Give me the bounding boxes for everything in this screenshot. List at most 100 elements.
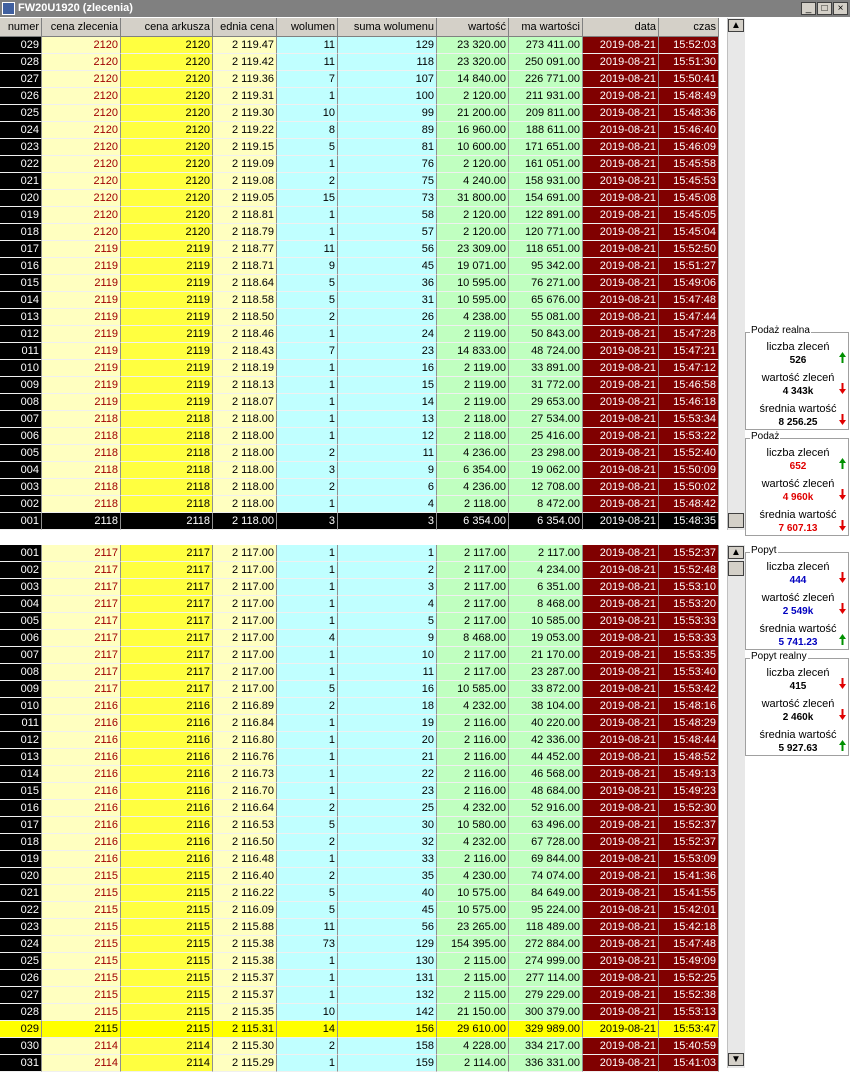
bottom-scrollbar[interactable] [727, 545, 745, 1068]
table-cell: 11 [338, 664, 437, 681]
table-cell: 50 843.00 [509, 326, 583, 343]
table-cell: 76 [338, 156, 437, 173]
maximize-button[interactable]: □ [817, 2, 832, 15]
table-cell: 2019-08-21 [583, 613, 659, 630]
table-cell: 2 117.00 [437, 647, 509, 664]
table-cell: 2019-08-21 [583, 834, 659, 851]
table-cell: 14 [338, 394, 437, 411]
table-cell: 2 117.00 [213, 681, 277, 698]
scroll-down[interactable]: ▼ [728, 1053, 744, 1066]
table-cell: 6 354.00 [509, 513, 583, 530]
table-cell: 76 271.00 [509, 275, 583, 292]
table-cell: 2019-08-21 [583, 207, 659, 224]
table-cell: 030 [0, 1038, 42, 1055]
stat-value: 8 256.25 [778, 417, 818, 428]
table-cell: 1 [277, 647, 338, 664]
table-cell: 15:49:06 [659, 275, 719, 292]
table-cell: 4 236.00 [437, 479, 509, 496]
table-cell: 15:42:18 [659, 919, 719, 936]
column-header: wolumen [277, 18, 338, 37]
table-cell: 15:53:13 [659, 1004, 719, 1021]
table-cell: 2 117.00 [213, 647, 277, 664]
table-cell: 4 [338, 496, 437, 513]
table-cell: 2119 [42, 394, 121, 411]
table-cell: 2119 [42, 292, 121, 309]
table-cell: 2 116.00 [437, 715, 509, 732]
summary-panel: Podaż realna liczba zleceń 526 wartość zlec… [745, 325, 849, 430]
table-cell: 1 [277, 596, 338, 613]
table-cell: 2019-08-21 [583, 224, 659, 241]
table-cell: 15:41:55 [659, 885, 719, 902]
table-cell: 2 116.80 [213, 732, 277, 749]
table-cell: 15:53:47 [659, 1021, 719, 1038]
table-cell: 15:50:41 [659, 71, 719, 88]
table-cell: 38 104.00 [509, 698, 583, 715]
table-cell: 277 114.00 [509, 970, 583, 987]
table-cell: 15:48:36 [659, 105, 719, 122]
scroll-up[interactable]: ▲ [728, 19, 744, 32]
column-header: numer [0, 18, 42, 37]
table-cell: 36 [338, 275, 437, 292]
table-cell: 274 999.00 [509, 953, 583, 970]
table-cell: 2115 [42, 987, 121, 1004]
table-cell: 21 200.00 [437, 105, 509, 122]
table-cell: 008 [0, 664, 42, 681]
table-cell: 154 691.00 [509, 190, 583, 207]
table-cell: 15:48:42 [659, 496, 719, 513]
table-cell: 2119 [121, 377, 213, 394]
trend-arrow [838, 457, 847, 470]
table-cell: 20 [338, 732, 437, 749]
stat-value: 526 [789, 355, 807, 366]
table-cell: 2 [277, 868, 338, 885]
table-cell: 2 119.00 [437, 394, 509, 411]
table-cell: 15 [277, 190, 338, 207]
table-cell: 2117 [121, 613, 213, 630]
table-cell: 2 117.00 [437, 562, 509, 579]
table-cell: 84 649.00 [509, 885, 583, 902]
table-cell: 014 [0, 292, 42, 309]
table-cell: 2115 [121, 987, 213, 1004]
table-cell: 2119 [42, 309, 121, 326]
table-cell: 7 [277, 71, 338, 88]
table-cell: 2 118.00 [213, 428, 277, 445]
table-cell: 32 [338, 834, 437, 851]
table-cell: 2 116.00 [437, 851, 509, 868]
table-cell: 2019-08-21 [583, 545, 659, 562]
table-cell: 2115 [121, 885, 213, 902]
table-cell: 2115 [121, 936, 213, 953]
top-scrollbar[interactable] [727, 18, 745, 530]
table-cell: 15:49:13 [659, 766, 719, 783]
table-cell: 2118 [42, 445, 121, 462]
table-cell: 2116 [42, 834, 121, 851]
minimize-button[interactable]: _ [801, 2, 816, 15]
table-cell: 2117 [42, 681, 121, 698]
table-cell: 2 117.00 [213, 545, 277, 562]
table-cell: 2 [277, 173, 338, 190]
table-cell: 2 114.00 [437, 1055, 509, 1072]
scroll-up[interactable]: ▲ [728, 546, 744, 559]
table-cell: 2019-08-21 [583, 664, 659, 681]
scroll-thumb[interactable] [728, 561, 744, 576]
close-button[interactable]: × [833, 2, 848, 15]
trend-arrow [838, 413, 847, 426]
table-cell: 99 [338, 105, 437, 122]
table-cell: 2118 [121, 462, 213, 479]
table-cell: 33 891.00 [509, 360, 583, 377]
table-cell: 2116 [121, 698, 213, 715]
table-cell: 028 [0, 1004, 42, 1021]
table-cell: 029 [0, 1021, 42, 1038]
table-cell: 15:52:50 [659, 241, 719, 258]
table-cell: 2019-08-21 [583, 190, 659, 207]
table-cell: 2 118.58 [213, 292, 277, 309]
table-cell: 2019-08-21 [583, 71, 659, 88]
table-cell: 2 117.00 [213, 562, 277, 579]
table-cell: 2 117.00 [213, 664, 277, 681]
table-cell: 1 [277, 987, 338, 1004]
table-cell: 2 118.46 [213, 326, 277, 343]
table-cell: 2 119.00 [437, 377, 509, 394]
table-cell: 2118 [121, 411, 213, 428]
table-cell: 5 [277, 292, 338, 309]
table-cell: 15:52:03 [659, 37, 719, 54]
scroll-thumb[interactable] [728, 513, 744, 528]
table-cell: 027 [0, 987, 42, 1004]
